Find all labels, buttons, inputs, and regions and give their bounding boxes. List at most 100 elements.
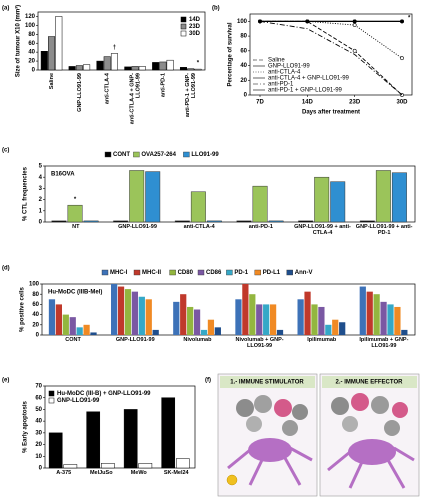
- cell: [236, 399, 254, 417]
- x-tick-label: 7D: [256, 100, 264, 106]
- marker: [352, 19, 357, 24]
- bar: [207, 319, 215, 335]
- bar: [298, 220, 314, 223]
- bar: [263, 304, 270, 335]
- legend-label: 14D: [189, 17, 201, 23]
- bar: [166, 59, 174, 71]
- panel-label: (f): [205, 378, 211, 384]
- bar: [51, 220, 67, 223]
- y-tick-label: 60: [32, 302, 39, 308]
- x-tick-label: Saline: [48, 73, 55, 90]
- bar: [138, 463, 153, 469]
- bar: [90, 332, 97, 335]
- bar: [145, 171, 161, 223]
- bar: [332, 319, 339, 335]
- x-tick-label: GNP-LLO91-99 + anti-CTLA-4: [294, 224, 351, 237]
- bar: [391, 172, 407, 223]
- bar: [268, 220, 284, 223]
- x-tick-label: CONT: [65, 337, 81, 343]
- plot-frame: [249, 13, 413, 96]
- y-tick-label: 40: [35, 419, 42, 425]
- box-title: 1.- IMMUNE STIMULATOR: [230, 380, 304, 386]
- bar: [401, 329, 408, 335]
- cell: [384, 420, 400, 436]
- chart-title: B16OVA: [51, 172, 75, 178]
- bar: [138, 296, 145, 335]
- legend-swatch: [133, 269, 141, 276]
- bar: [173, 301, 180, 335]
- bar: [131, 66, 139, 71]
- bar: [180, 294, 187, 335]
- bar: [235, 299, 242, 335]
- annotation: *: [197, 61, 200, 67]
- annotation: *: [74, 197, 77, 203]
- plot-frame: [44, 385, 196, 469]
- bar: [86, 411, 101, 469]
- y-tick-label: 60: [240, 48, 247, 54]
- bar: [67, 204, 83, 223]
- dendrites: [327, 446, 415, 489]
- bar: [187, 306, 194, 335]
- legend-swatch: [101, 269, 109, 276]
- x-tick-label-box: GNP-LLO91-99 + anti-PD-1: [356, 224, 413, 236]
- y-tick-label: 100: [25, 23, 36, 29]
- y-tick-label: 40: [28, 50, 35, 56]
- bar: [200, 329, 208, 335]
- x-tick-label: GNP-LLO91-99: [115, 337, 155, 343]
- x-tick-label-box: GNP-LLO91-99: [115, 337, 155, 343]
- x-tick-label-box: MelJuSo: [89, 470, 113, 476]
- legend-label: Saline: [268, 58, 285, 64]
- bar: [83, 64, 91, 71]
- x-tick-label-box: Ipilimumab: [307, 337, 336, 343]
- bar: [187, 68, 195, 71]
- bar: [249, 294, 256, 335]
- legend-label: MHC-I: [110, 270, 128, 276]
- x-tick-label-box: CONT: [65, 337, 81, 343]
- y-tick-label: 20: [240, 78, 247, 84]
- legend-label: CONT: [113, 152, 130, 158]
- x-tick-label: anti-CTLA-4: [183, 224, 215, 230]
- y-tick-label: 4: [39, 175, 43, 181]
- x-tick-label-box: Saline: [48, 73, 55, 90]
- cell: [254, 395, 272, 413]
- bar: [68, 66, 76, 71]
- chart-title: Hu-MoDC (IIIB-Mel): [48, 290, 102, 296]
- legend-swatch: [286, 269, 293, 276]
- x-tick-label: Nivolumab + GNP-LLO91-99: [235, 337, 284, 350]
- x-tick-label: MelJuSo: [89, 470, 113, 476]
- x-tick-label: Nivolumab: [183, 337, 212, 343]
- y-tick-label: 20: [28, 59, 35, 65]
- y-tick-label: 0: [39, 466, 43, 472]
- bar: [83, 220, 99, 223]
- x-tick-label: anti-CTLA-4 + GNP-LLO91-99: [129, 73, 142, 125]
- bar: [325, 324, 332, 335]
- legend-swatch: [180, 16, 187, 23]
- bar: [179, 67, 187, 71]
- legend-label: 30D: [189, 31, 201, 37]
- bar: [117, 286, 125, 335]
- cell: [371, 396, 389, 414]
- x-tick-label: GNP-LLO91-99: [76, 73, 83, 112]
- box-title: 2.- IMMUNE EFFECTOR: [336, 380, 404, 386]
- y-tick-label: 10: [35, 454, 42, 460]
- y-axis-label: % CTL frequencies: [23, 166, 29, 221]
- bar: [269, 304, 277, 335]
- panel-label: (d): [2, 266, 10, 272]
- y-tick-label: 0: [36, 333, 40, 339]
- bar: [304, 291, 311, 335]
- y-tick-label: 40: [32, 312, 39, 318]
- x-tick-label-box: anti-CTLA-4: [183, 224, 215, 230]
- bar: [174, 220, 190, 223]
- annotation: *: [408, 16, 411, 22]
- bar: [69, 317, 76, 335]
- bar: [63, 464, 78, 469]
- bar: [138, 66, 146, 71]
- marker: [352, 23, 357, 27]
- x-tick-label-box: MeWo: [131, 470, 147, 476]
- legend-swatch: [183, 151, 190, 158]
- bar: [40, 51, 48, 71]
- bar: [387, 304, 394, 335]
- x-tick-label: anti-CTLA-4: [104, 73, 111, 105]
- bar: [194, 68, 202, 71]
- bar: [129, 170, 145, 223]
